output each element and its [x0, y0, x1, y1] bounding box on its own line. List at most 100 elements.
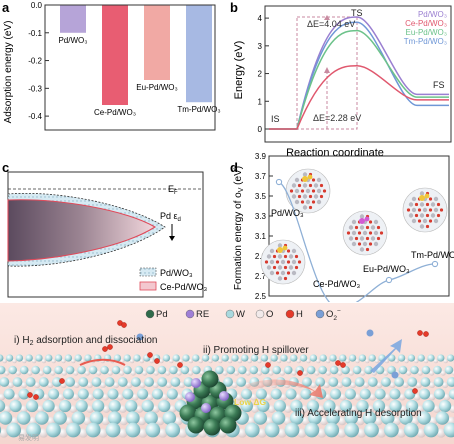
panel-e-h-atom [59, 378, 65, 384]
panel-e-low-dg: Low ΔG [234, 397, 266, 407]
panel-e-pd-atom [179, 404, 197, 422]
panel-d-atom [406, 208, 411, 212]
panel-d-ytick-label: 2.7 [255, 272, 267, 281]
panel-e-o-atom [31, 358, 37, 364]
panel-e-o-atom [102, 393, 110, 401]
panel-e-o-atom [406, 370, 412, 376]
panel-e-step2: ii) Promoting H spillover [203, 345, 309, 356]
panel-e-legend-dot [225, 309, 235, 319]
panel-e-o-atom [4, 370, 10, 376]
panel-e-w-atom [131, 377, 141, 387]
panel-d-atom [368, 220, 373, 224]
panel-d-atom [430, 213, 436, 218]
panel-d-atom [365, 236, 370, 241]
panel-e-step1: i) H2 adsorption and dissociation [14, 335, 157, 347]
panel-e-w-atom [420, 377, 431, 387]
panel-e-w-atom [264, 422, 280, 438]
panel-e-w-atom [315, 377, 326, 387]
panel-e-w-atom [417, 411, 431, 425]
panel-d-atom [365, 247, 370, 252]
panel-e-o-atom [57, 393, 65, 401]
panel-e-o-atom [404, 358, 409, 364]
panel-b-arrow-up [324, 15, 330, 20]
panel-e-o-atom [402, 381, 409, 389]
panel-e-o-atom [208, 358, 213, 364]
panel-d-atom [283, 276, 288, 281]
panel-e-o-atom [152, 405, 160, 413]
panel-e-w-atom [89, 411, 104, 425]
panel-e-w-atom [78, 377, 89, 387]
panel-e-o-atom [177, 428, 188, 438]
panel-e-w-atom [12, 377, 23, 387]
panel-e-w-atom [170, 377, 181, 387]
panel-a-letter: a [2, 0, 10, 15]
panel-d-frame [268, 155, 450, 297]
panel-e-o-atom [34, 381, 41, 389]
panel-e-w-atom [358, 354, 367, 362]
panel-b-arrow-mid [324, 67, 330, 73]
panel-e-w-atom [324, 422, 340, 438]
panel-e-w-atom [326, 411, 340, 425]
panel-b-letter: b [230, 0, 238, 15]
panel-e-o-atom [413, 393, 421, 401]
panel-c-arrow-head [169, 236, 175, 241]
panel-d-atom [311, 178, 316, 182]
panel-d-atom [359, 236, 365, 241]
panel-e-o-atom [396, 428, 406, 438]
panel-e-w-atom [157, 377, 168, 387]
panel-e-o-atom [383, 405, 392, 413]
panel-d-atom [436, 213, 441, 218]
panel-e-w-atom [328, 377, 339, 387]
panel-d-atom [305, 199, 311, 205]
panel-e-o-atom [19, 405, 28, 413]
panel-e-o-atom [429, 370, 435, 376]
panel-d-atom [359, 247, 365, 252]
panel-d-atom [266, 254, 272, 259]
panel-e-legend-dot [145, 309, 155, 319]
panel-e-o-atom [142, 370, 148, 376]
panel-e-w-atom [290, 399, 303, 413]
panel-d-label-2: Ce-Pd/WO₃ [313, 279, 361, 289]
panel-e-h-atom [412, 388, 418, 394]
panel-e-w-atom [25, 377, 36, 387]
panel-e-w-atom [74, 354, 82, 362]
panel-c-letter: c [2, 160, 10, 175]
panel-d-adatom [424, 193, 430, 199]
panel-e-w-atom [364, 365, 373, 375]
panel-d-atom [322, 189, 327, 193]
panel-c-legend-label-1: Pd/WO₃ [160, 268, 193, 278]
panel-d-atom [288, 254, 294, 259]
panel-d-ytick-label: 2.9 [255, 252, 267, 261]
panel-e-w-atom [211, 354, 220, 362]
panel-d-atom [379, 231, 384, 235]
panel-e-o-atom [337, 416, 347, 426]
panel-e-o-atom [15, 370, 22, 376]
panel-e-o-atom [20, 381, 28, 389]
panel-d-ytick-label: 3.3 [255, 212, 267, 221]
panel-d-atom [373, 230, 379, 236]
panel-b-curve [269, 29, 449, 130]
panel-e-w-atom [53, 411, 67, 425]
panel-a-chart: Adsorption energy (eV) 0.0 -0.1 -0.2 -0.3 -0… [3, 1, 221, 131]
panel-b-fs: FS [433, 80, 445, 90]
panel-d-atom [425, 224, 430, 229]
panel-e-w-atom [419, 388, 431, 400]
panel-e-o-atom [440, 370, 446, 376]
panel-e-o-atom [50, 370, 56, 376]
panel-b-ytick-label: 3 [258, 42, 263, 51]
panel-e-o2-molecule [391, 371, 399, 379]
panel-e-w-atom [123, 354, 131, 362]
panel-e-w-atom [9, 399, 22, 413]
panel-b-ytick-label: 2 [258, 70, 263, 79]
panel-e-o-atom [146, 393, 154, 401]
panel-a-bar [144, 5, 170, 80]
panel-d-atom [357, 231, 362, 235]
panel-d-atom [365, 225, 370, 230]
panel-e-w-atom [165, 422, 181, 438]
panel-d-atom [277, 254, 283, 259]
panel-d-atom [319, 183, 324, 188]
panel-d-atom [275, 260, 280, 264]
panel-e-w-atom [238, 365, 247, 375]
panel-e-w-atom [236, 377, 247, 387]
panel-e-w-atom [54, 354, 63, 362]
